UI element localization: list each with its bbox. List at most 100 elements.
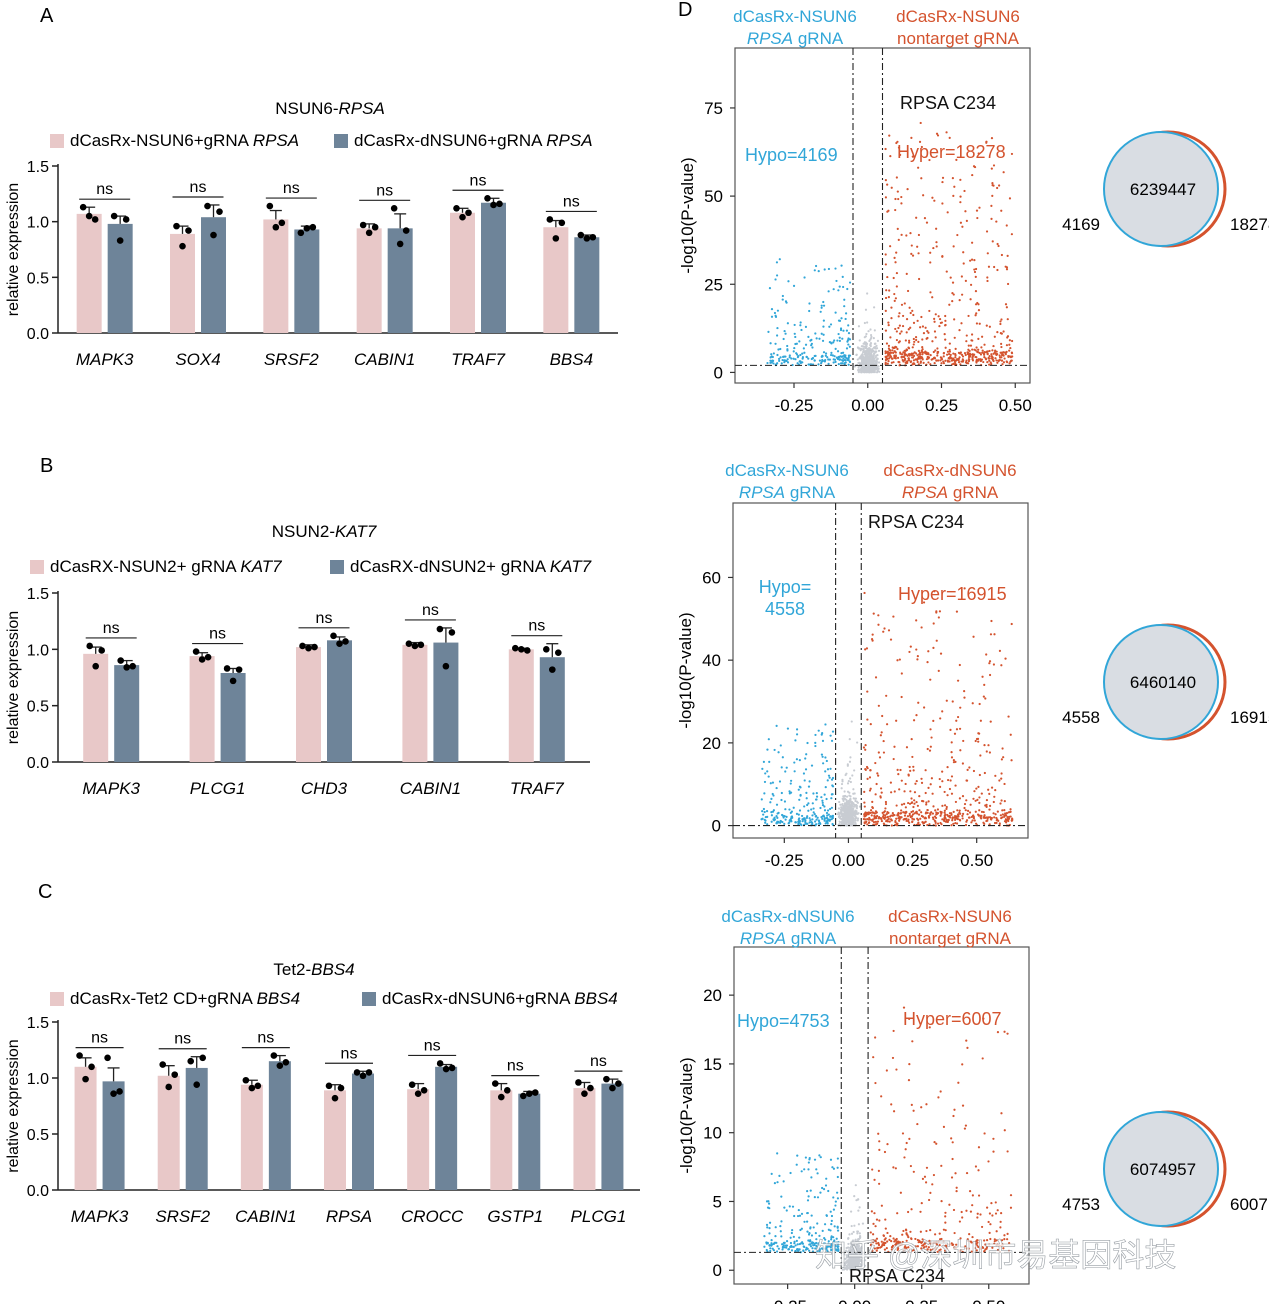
hypo-point bbox=[775, 815, 778, 818]
hyper-point bbox=[911, 155, 914, 158]
hypo-point bbox=[827, 813, 830, 816]
hyper-point bbox=[932, 719, 935, 722]
hyper-point bbox=[957, 361, 961, 364]
data-point bbox=[193, 1081, 201, 1089]
hyper-point bbox=[979, 754, 982, 757]
hypo-point bbox=[810, 1214, 813, 1217]
hyper-point bbox=[996, 1031, 1000, 1034]
hyper-point bbox=[922, 822, 925, 825]
hyper-point bbox=[951, 281, 955, 284]
grey-point bbox=[843, 790, 846, 793]
hyper-point bbox=[915, 648, 918, 651]
hyper-point bbox=[1008, 343, 1011, 346]
hyper-point bbox=[973, 259, 976, 262]
hyper-point bbox=[899, 768, 902, 772]
hyper-point bbox=[895, 285, 898, 288]
bar bbox=[481, 202, 506, 333]
hyper-point bbox=[888, 289, 891, 292]
grey-point bbox=[849, 822, 852, 826]
hypo-point bbox=[773, 748, 776, 752]
hyper-point bbox=[929, 1229, 932, 1232]
hyper-point bbox=[990, 217, 993, 220]
hyper-point bbox=[948, 350, 951, 353]
grey-point bbox=[851, 809, 854, 812]
hypo-point bbox=[764, 772, 767, 775]
hypo-point bbox=[822, 1242, 826, 1245]
hyper-point bbox=[877, 704, 880, 707]
hyper-point bbox=[943, 809, 946, 812]
hyper-point bbox=[975, 322, 979, 325]
hyper-point bbox=[870, 637, 874, 641]
bar bbox=[433, 642, 459, 762]
hypo-point bbox=[807, 1195, 810, 1198]
grey-point bbox=[864, 308, 868, 311]
hyper-point bbox=[974, 314, 977, 317]
hyper-point bbox=[961, 1063, 964, 1066]
y-tick-label: 20 bbox=[703, 986, 722, 1005]
hyper-point bbox=[872, 820, 876, 824]
hyper-point bbox=[933, 320, 936, 323]
hypo-point bbox=[773, 311, 777, 315]
grey-point bbox=[875, 344, 878, 347]
hyper-point bbox=[1009, 815, 1012, 818]
hyper-point bbox=[934, 349, 937, 352]
hypo-point bbox=[840, 317, 843, 320]
grey-point bbox=[853, 769, 856, 772]
grey-point bbox=[863, 1264, 866, 1267]
hypo-point bbox=[814, 733, 817, 737]
chart-title: NSUN2-KAT7 bbox=[272, 522, 377, 541]
hyper-point bbox=[959, 178, 962, 181]
hypo-point bbox=[770, 361, 773, 364]
hyper-point bbox=[987, 1160, 990, 1163]
hyper-point bbox=[959, 1237, 962, 1240]
hypo-point bbox=[802, 772, 806, 775]
hypo-point bbox=[848, 354, 852, 357]
data-point bbox=[123, 664, 130, 671]
grey-point bbox=[844, 1257, 847, 1261]
hypo-point bbox=[822, 351, 826, 354]
hyper-point bbox=[983, 1249, 986, 1253]
grey-point bbox=[843, 797, 847, 801]
hypo-point bbox=[798, 1236, 801, 1239]
hyper-point bbox=[953, 1231, 956, 1235]
hypo-point bbox=[792, 357, 795, 360]
hypo-point bbox=[819, 806, 822, 810]
hyper-point bbox=[910, 1249, 914, 1252]
data-point bbox=[165, 1083, 173, 1091]
hyper-point bbox=[892, 1029, 895, 1033]
header-right-text: nontarget gRNA bbox=[897, 29, 1020, 48]
hypo-point bbox=[788, 821, 791, 824]
hyper-point bbox=[964, 809, 967, 812]
x-tick-label: 0.00 bbox=[851, 396, 884, 415]
hypo-point bbox=[806, 1199, 810, 1202]
hyper-point bbox=[917, 821, 920, 824]
hyper-point bbox=[896, 1246, 899, 1249]
hypo-point bbox=[775, 274, 779, 277]
hyper-point bbox=[932, 622, 935, 625]
header-right-line2: nontarget gRNA bbox=[897, 29, 1020, 48]
hypo-point bbox=[829, 1210, 832, 1213]
hyper-point bbox=[986, 360, 989, 364]
hyper-point bbox=[965, 1247, 969, 1250]
hyper-point bbox=[992, 812, 995, 815]
bar bbox=[573, 1088, 596, 1190]
hyper-point bbox=[929, 1249, 933, 1252]
hypo-point bbox=[805, 1246, 808, 1249]
hyper-point bbox=[880, 819, 884, 823]
y-tick-label: 0 bbox=[713, 1261, 722, 1280]
hyper-point bbox=[953, 1108, 956, 1111]
hyper-point bbox=[895, 817, 898, 820]
data-point bbox=[337, 1084, 345, 1092]
hypo-point bbox=[826, 779, 829, 782]
hypo-point bbox=[817, 270, 820, 273]
hyper-point bbox=[901, 324, 905, 328]
hypo-point bbox=[825, 820, 828, 823]
hyper-point bbox=[948, 812, 952, 815]
hyper-point bbox=[904, 354, 907, 357]
hypo-point bbox=[805, 797, 808, 800]
grey-point bbox=[854, 1240, 857, 1244]
hypo-point bbox=[789, 1241, 793, 1245]
hyper-point bbox=[912, 337, 915, 341]
hyper-point bbox=[1003, 1238, 1006, 1241]
data-point bbox=[442, 662, 450, 670]
